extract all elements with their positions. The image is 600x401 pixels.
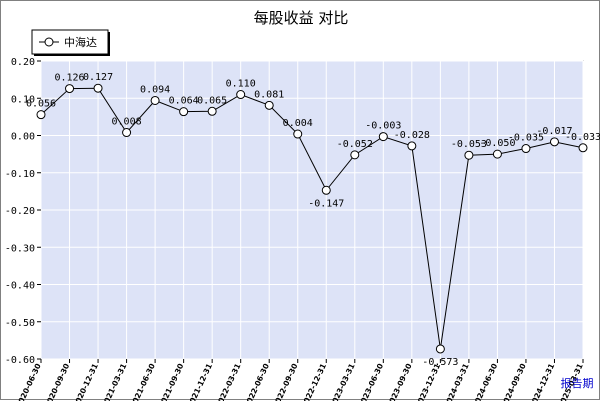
x-tick-label: 2020-09-30	[43, 362, 71, 401]
corner-label: 报告期	[561, 376, 594, 390]
data-label: 0.110	[226, 79, 256, 90]
y-tick-label: -0.10	[5, 169, 35, 180]
data-label: 0.065	[197, 95, 227, 106]
legend: 中海达	[31, 29, 110, 56]
data-label: 0.056	[26, 99, 56, 110]
data-point	[578, 143, 588, 153]
data-point	[378, 132, 388, 142]
data-label: 0.094	[140, 84, 170, 95]
x-tick-label: 2022-06-30	[243, 362, 271, 401]
data-label: -0.050	[479, 138, 515, 149]
data-point	[464, 150, 474, 160]
x-tick-label: 2023-03-31	[328, 362, 356, 401]
data-point	[65, 84, 75, 94]
x-tick-label: 2021-06-30	[128, 362, 156, 401]
y-tick-label: 0.00	[11, 132, 35, 143]
data-point	[179, 107, 189, 117]
data-point	[350, 150, 360, 160]
x-tick-label: 2024-06-30	[471, 362, 499, 401]
y-axis-ticks: 0.20 0.10 0.00 -0.10 -0.20 -0.30 -0.40 -0.50 -0.…	[5, 57, 41, 366]
y-tick-label: -0.20	[5, 206, 35, 217]
data-label: -0.003	[365, 121, 401, 132]
x-tick-label: 2024-09-30	[499, 362, 527, 401]
y-tick-label: -0.60	[5, 355, 35, 366]
data-point	[492, 149, 502, 159]
x-tick-label: 2020-06-30	[14, 362, 42, 401]
legend-entry-zhonghaida: 中海达	[64, 35, 97, 49]
data-point	[407, 141, 417, 151]
data-point	[207, 106, 217, 116]
x-tick-label: 2024-12-31	[528, 362, 556, 401]
data-label: 0.008	[112, 117, 142, 128]
x-tick-label: 2022-09-30	[271, 362, 299, 401]
legend-marker-swatch	[44, 37, 54, 47]
x-axis-ticks: 2020-06-30 2020-09-30 2020-12-31 2021-03-31…	[14, 359, 585, 401]
y-tick-label: -0.40	[5, 281, 35, 292]
series-layer	[36, 83, 588, 354]
series-line-0	[40, 87, 584, 350]
x-tick-label: 2022-12-31	[300, 362, 328, 401]
x-tick-label: 2023-06-30	[357, 362, 385, 401]
data-point	[150, 95, 160, 105]
data-label: 0.064	[169, 96, 199, 107]
y-tick-label: -0.30	[5, 243, 35, 254]
chart-title: 每股收益 对比	[254, 9, 349, 27]
y-tick-label: 0.20	[11, 57, 35, 68]
data-point	[435, 344, 445, 354]
data-point	[122, 128, 132, 138]
data-point	[293, 129, 303, 139]
x-tick-label: 2021-03-31	[100, 362, 128, 401]
x-tick-label: 2021-09-30	[157, 362, 185, 401]
x-tick-label: 2021-12-31	[186, 362, 214, 401]
data-label: -0.052	[337, 139, 373, 150]
data-point	[521, 144, 531, 154]
data-label: 0.081	[254, 89, 284, 100]
data-label: 0.127	[83, 72, 113, 83]
x-tick-label: 2022-03-31	[214, 362, 242, 401]
data-point	[93, 83, 103, 93]
data-label: -0.028	[394, 130, 430, 141]
y-tick-label: -0.50	[5, 318, 35, 329]
data-label: -0.053	[451, 139, 487, 150]
data-point	[549, 137, 559, 147]
y-tick-label: 0.10	[11, 94, 35, 105]
data-point	[264, 100, 274, 110]
data-point	[236, 90, 246, 100]
data-label: 0.004	[283, 118, 313, 129]
data-label: -0.033	[565, 132, 600, 143]
x-tick-label: 2023-09-30	[385, 362, 413, 401]
data-point	[321, 185, 331, 195]
data-label: -0.035	[508, 133, 544, 144]
x-tick-label: 2020-12-31	[71, 362, 99, 401]
data-label: 0.126	[54, 73, 84, 84]
data-label: -0.573	[422, 357, 458, 368]
data-label: -0.017	[536, 126, 572, 137]
data-label: -0.147	[308, 198, 344, 209]
data-point	[36, 110, 46, 120]
